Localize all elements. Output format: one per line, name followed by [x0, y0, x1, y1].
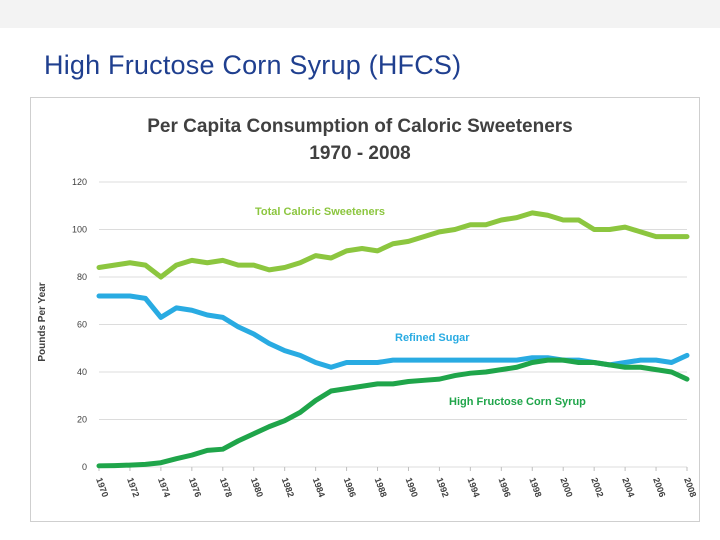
- series-line-0: [96, 210, 690, 280]
- annotation-1: Refined Sugar: [395, 332, 470, 344]
- y-tick-label: 0: [82, 462, 87, 472]
- chart-frame: Per Capita Consumption of Caloric Sweete…: [30, 97, 700, 522]
- annotation-2: High Fructose Corn Syrup: [449, 396, 586, 408]
- annotation-0: Total Caloric Sweeteners: [255, 206, 385, 218]
- slide-title: High Fructose Corn Syrup (HFCS): [44, 50, 462, 80]
- x-tick-label: 1974: [156, 476, 172, 498]
- x-tick-labels: 1970 1972 1974 1976 1978 1980 1982 1984 1986 1988…: [94, 476, 698, 498]
- x-tick-label: 2002: [589, 476, 605, 498]
- x-tick-label: 1984: [311, 476, 327, 498]
- x-tick-label: 1976: [187, 476, 203, 498]
- y-tick-label: 120: [72, 177, 87, 187]
- line-chart: Per Capita Consumption of Caloric Sweete…: [37, 116, 698, 499]
- x-tick-label: 1986: [342, 476, 358, 498]
- x-tick-label: 1996: [496, 476, 512, 498]
- x-tick-label: 2004: [620, 476, 636, 498]
- y-tick-label: 100: [72, 225, 87, 235]
- x-tick-label: 2000: [558, 476, 574, 498]
- x-tick-label: 1982: [280, 476, 296, 498]
- x-tick-label: 1980: [249, 476, 265, 498]
- series-lines: [96, 210, 690, 469]
- y-tick-label: 80: [77, 272, 87, 282]
- series-line-1: [96, 293, 690, 370]
- x-tick-label: 1998: [527, 476, 543, 498]
- x-tick-label: 1970: [94, 476, 110, 498]
- series-annotations: Total Caloric Sweeteners Refined Sugar Hig…: [255, 206, 586, 408]
- y-axis-label: Pounds Per Year: [37, 282, 48, 361]
- x-tick-label: 1972: [125, 476, 141, 498]
- y-tick-label: 60: [77, 320, 87, 330]
- series-line-2: [96, 357, 690, 469]
- x-tick-label: 1990: [404, 476, 420, 498]
- top-bar: [0, 0, 720, 28]
- x-tick-label: 1988: [373, 476, 389, 498]
- chart-subtitle: 1970 - 2008: [309, 143, 410, 164]
- x-tick-label: 1978: [218, 476, 234, 498]
- x-tick-label: 2006: [651, 476, 667, 498]
- x-tick-label: 1992: [435, 476, 451, 498]
- x-tick-label: 2008: [682, 476, 698, 498]
- y-tick-labels: 0 20 40 60 80 100 120: [72, 177, 87, 472]
- x-tick-label: 1994: [465, 476, 481, 498]
- chart-title: Per Capita Consumption of Caloric Sweete…: [147, 116, 572, 137]
- y-tick-label: 20: [77, 415, 87, 425]
- gridlines: [98, 181, 688, 471]
- y-tick-label: 40: [77, 367, 87, 377]
